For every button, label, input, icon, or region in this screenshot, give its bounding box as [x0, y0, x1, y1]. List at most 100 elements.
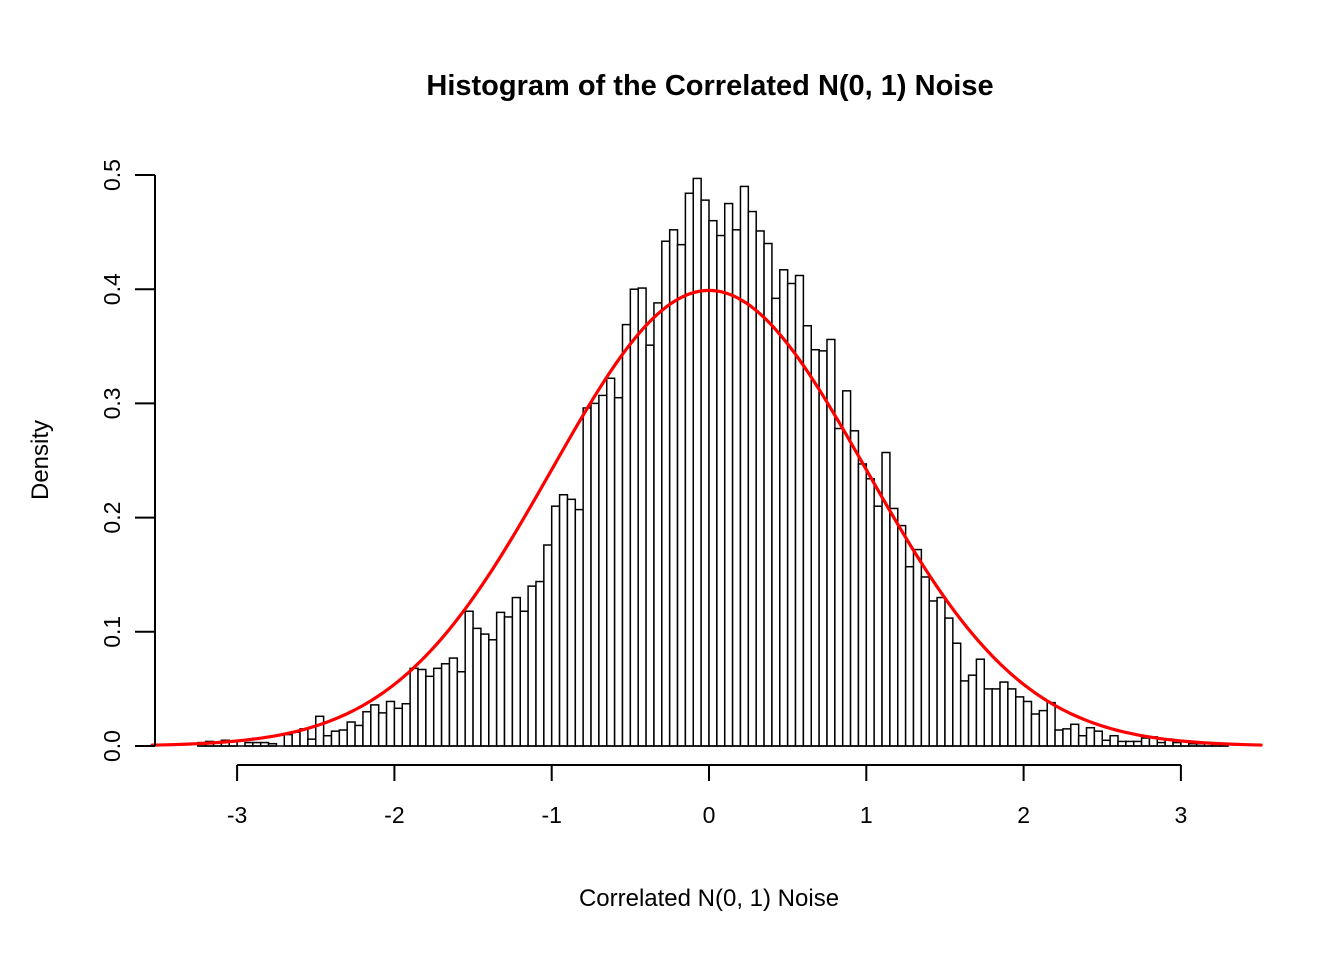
histogram-bar — [1038, 709, 1048, 747]
histogram-bar — [550, 505, 561, 747]
histogram-bar — [432, 667, 443, 747]
histogram-bar — [409, 667, 419, 747]
histogram-bar — [841, 390, 852, 747]
histogram-bar — [865, 478, 875, 747]
histogram-bar — [377, 712, 388, 747]
histogram-bar — [1022, 700, 1033, 747]
histogram-bar — [393, 707, 404, 747]
histogram-bar — [700, 199, 710, 747]
histogram-bar — [1109, 734, 1119, 747]
histogram-bar — [283, 733, 293, 747]
histogram-bar — [834, 427, 844, 747]
histogram-bar — [810, 348, 820, 747]
histogram-bar — [889, 507, 899, 747]
histogram-bar — [354, 724, 364, 747]
histogram-bar — [716, 234, 726, 747]
histogram-bar — [558, 494, 569, 747]
histogram-bar — [668, 229, 679, 747]
histogram-bar — [448, 657, 459, 747]
histogram-bar — [826, 338, 836, 747]
histogram-bar — [692, 177, 702, 747]
histogram-bar — [401, 703, 411, 747]
histogram-bar — [645, 344, 655, 747]
histogram-bar — [338, 729, 348, 747]
histogram-bar — [959, 680, 970, 747]
y-axis: 0.0 0.1 0.2 0.3 0.4 0.5 — [99, 159, 156, 762]
histogram-bars — [197, 177, 1229, 747]
histogram-bar — [472, 627, 482, 747]
histogram-bar — [999, 681, 1009, 747]
histogram-bar — [464, 610, 474, 747]
chart-title: Histogram of the Correlated N(0, 1) Nois… — [426, 70, 993, 102]
histogram-bar — [1070, 723, 1080, 747]
x-tick-label: 0 — [703, 802, 716, 828]
histogram-bar — [739, 185, 750, 747]
histogram-bar — [967, 674, 978, 747]
histogram-bar — [519, 610, 529, 747]
histogram-bar — [417, 668, 427, 747]
x-tick-label: 2 — [1017, 802, 1030, 828]
histogram-bar — [495, 611, 506, 747]
histogram-bar — [1030, 713, 1041, 747]
histogram-bar — [346, 721, 356, 747]
histogram-bar — [802, 324, 813, 747]
histogram-bar — [1085, 726, 1096, 747]
histogram-bar — [503, 616, 514, 747]
histogram-bar — [1077, 734, 1088, 747]
histogram-bar — [1093, 730, 1104, 747]
histogram-bar — [983, 688, 993, 747]
histogram-bar — [794, 274, 805, 747]
histogram-bar — [574, 508, 584, 747]
x-tick-label: -1 — [541, 802, 561, 828]
y-tick-label: 0.5 — [99, 159, 125, 191]
histogram-bar — [818, 350, 828, 747]
histogram-bar — [291, 731, 301, 747]
x-axis: -3 -2 -1 0 1 2 3 — [227, 764, 1188, 828]
histogram-bar — [904, 565, 915, 747]
histogram-bar — [944, 617, 954, 747]
histogram-bar — [606, 377, 616, 747]
x-axis-label: Correlated N(0, 1) Noise — [579, 885, 839, 912]
histogram-bar — [723, 202, 734, 747]
histogram-bar — [440, 663, 451, 747]
histogram-bar — [873, 505, 883, 747]
histogram-bar — [1046, 701, 1056, 747]
histogram-bar — [315, 715, 325, 747]
histogram-bar — [857, 463, 868, 747]
histogram-bar — [936, 596, 946, 747]
x-tick-label: -3 — [227, 802, 247, 828]
histogram-bar — [1007, 688, 1017, 747]
histogram-bar — [755, 230, 765, 747]
histogram-bar — [362, 710, 372, 747]
histogram-bar — [928, 600, 938, 747]
histogram-bar — [653, 302, 663, 747]
histogram-bar — [661, 240, 671, 747]
y-tick-label: 0.4 — [99, 273, 125, 305]
y-tick-label: 0.3 — [99, 387, 125, 419]
histogram-bar — [488, 639, 498, 747]
histogram-bar — [527, 585, 537, 747]
histogram-bar — [456, 671, 466, 747]
histogram-bar — [952, 642, 962, 747]
histogram-bar — [991, 688, 1001, 747]
histogram-bar — [1062, 728, 1072, 747]
normal-density-curve — [150, 288, 1263, 747]
histogram-bar — [912, 548, 923, 747]
histogram-bar — [307, 738, 317, 747]
histogram-bar — [1101, 739, 1111, 747]
histogram-bar — [370, 704, 380, 747]
histogram-bar — [511, 596, 522, 747]
histogram-bar — [684, 192, 695, 747]
histogram-bar — [566, 498, 577, 747]
histogram-bar — [849, 430, 860, 747]
histogram-bar — [425, 675, 435, 747]
histogram-bar — [582, 407, 592, 747]
histogram-bar — [771, 297, 781, 747]
x-tick-label: 3 — [1175, 802, 1188, 828]
histogram-bar — [731, 229, 742, 747]
histogram-bar — [598, 394, 608, 747]
y-tick-label: 0.0 — [99, 730, 125, 762]
x-tick-label: -2 — [384, 802, 404, 828]
